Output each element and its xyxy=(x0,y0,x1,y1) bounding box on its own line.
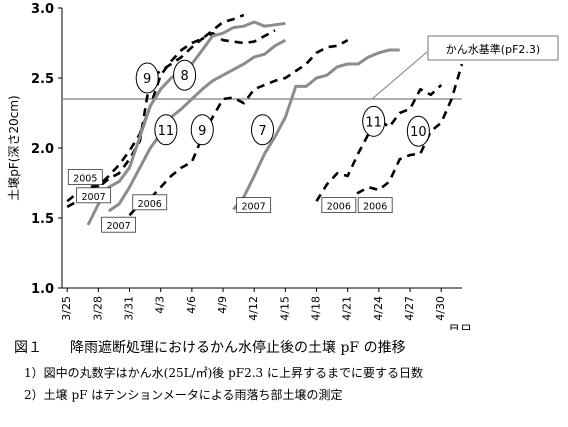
day-count-label: 11 xyxy=(158,124,175,139)
x-tick-label: 4/3 xyxy=(154,296,167,314)
figure-caption: 図１ 降雨遮断処理におけるかん水停止後の土壌 pF の推移 xyxy=(14,340,406,356)
reference-leader-line xyxy=(371,51,428,100)
day-count-circle xyxy=(362,105,386,137)
year-label: 2005 xyxy=(73,174,97,185)
series-line-6 xyxy=(232,48,400,211)
year-label-box xyxy=(67,169,103,186)
x-tick-label: 4/30 xyxy=(434,296,447,321)
x-tick-label: 4/6 xyxy=(185,296,198,314)
year-label: 2006 xyxy=(138,199,162,210)
year-label-box xyxy=(357,197,393,214)
year-label-box xyxy=(236,197,272,214)
day-count-circle xyxy=(251,114,275,146)
year-label: 2007 xyxy=(106,221,130,232)
day-count-circle xyxy=(173,59,197,91)
series-line-4 xyxy=(107,38,287,213)
series-line-8 xyxy=(346,63,464,205)
day-count-label: 8 xyxy=(180,69,188,84)
day-count-label: 9 xyxy=(198,124,206,139)
year-label-box xyxy=(132,194,168,211)
day-count-circle xyxy=(154,114,178,146)
x-tick-label: 4/24 xyxy=(372,296,385,321)
x-tick-label: 3/28 xyxy=(91,296,104,321)
reference-line-group: かん水基準(pF2.3) xyxy=(62,35,559,100)
chart-axes: 1.0 1.5 2.0 2.5 3.0 3/25 3/28 3/31 4/3 4/6 4/9 4/12… xyxy=(31,2,462,321)
x-tick-label: 4/21 xyxy=(341,296,354,321)
series-line-2 xyxy=(66,13,245,203)
reference-label: かん水基準(pF2.3) xyxy=(446,42,540,56)
x-tick-label: 4/15 xyxy=(278,296,291,321)
day-count-circle xyxy=(190,114,214,146)
x-tick-label: 3/31 xyxy=(123,296,136,321)
year-label: 2006 xyxy=(363,202,387,213)
x-tick-label: 4/27 xyxy=(403,296,416,321)
x-tick-label: 4/18 xyxy=(310,296,323,321)
x-axis-label: 月日 xyxy=(448,323,472,330)
x-tick-label: 4/12 xyxy=(247,296,260,321)
series-group xyxy=(66,13,464,226)
pf-line-chart: 1.0 1.5 2.0 2.5 3.0 3/25 3/28 3/31 4/3 4/6 4/9 4/12… xyxy=(7,2,559,330)
x-tick-label: 4/9 xyxy=(216,296,229,314)
year-label: 2007 xyxy=(82,192,106,203)
day-count-label: 9 xyxy=(143,72,151,87)
figure-note-1: 1）図中の丸数字はかん水(25L/㎡)後 pF2.3 に上昇するまでに要する日数 xyxy=(24,366,424,380)
y-tick-label: 3.0 xyxy=(31,2,54,17)
year-label: 2007 xyxy=(242,202,266,213)
year-label-box xyxy=(76,187,112,204)
series-line-1 xyxy=(66,29,276,208)
day-count-label: 7 xyxy=(258,124,266,139)
day-count-circle xyxy=(406,115,430,147)
year-label: 2006 xyxy=(327,202,351,213)
annotation-group: 2005 2007 2007 2006 2007 2006 2006 9 8 11 9 7 11 10 xyxy=(67,59,430,233)
y-tick-label: 1.5 xyxy=(31,212,54,227)
x-tick-label: 3/25 xyxy=(60,296,73,321)
figure-note-2: 2）土壌 pF はテンションメータによる雨落ち部土壌の測定 xyxy=(24,388,343,402)
day-count-label: 11 xyxy=(365,115,382,130)
year-label-box xyxy=(321,197,357,214)
year-label-box xyxy=(101,216,136,233)
day-count-label: 10 xyxy=(410,125,427,140)
y-axis-label: 土壌pF(深さ20cm) xyxy=(7,95,21,200)
series-line-7 xyxy=(315,84,443,202)
series-line-5 xyxy=(128,39,349,217)
y-tick-label: 2.0 xyxy=(31,142,54,157)
day-count-circle xyxy=(135,62,159,94)
y-tick-label: 2.5 xyxy=(31,72,54,87)
reference-label-box xyxy=(427,35,559,61)
y-tick-label: 1.0 xyxy=(31,282,54,297)
